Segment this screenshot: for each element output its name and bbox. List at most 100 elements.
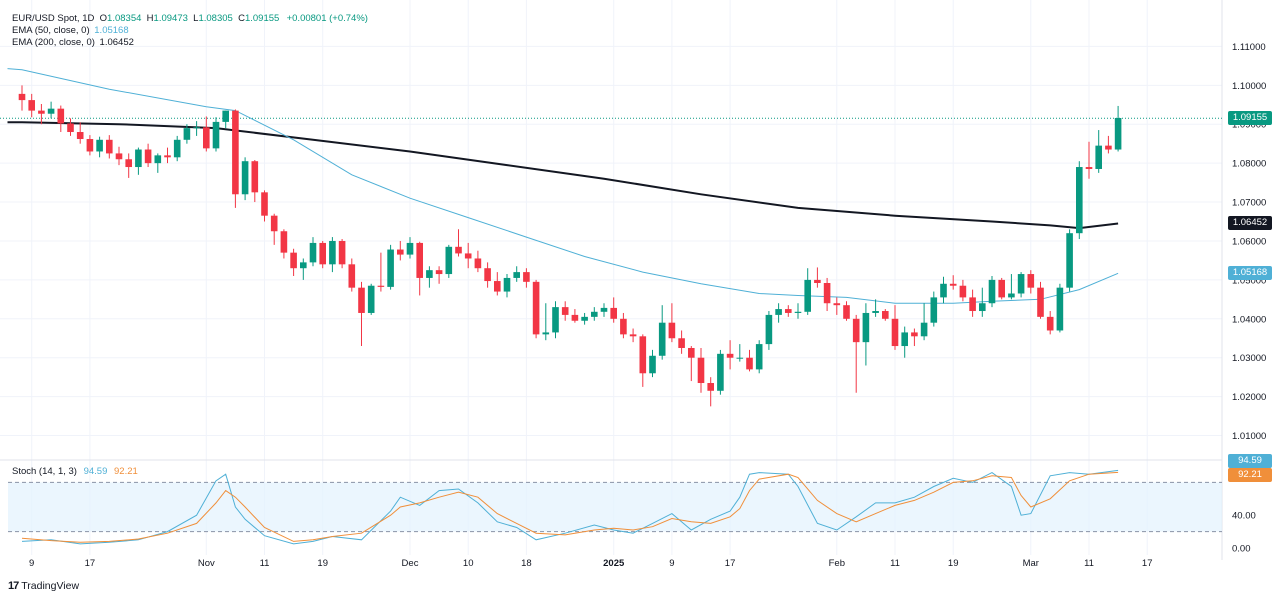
- candle-body: [193, 127, 200, 129]
- candle-up: [658, 305, 666, 360]
- candle-body: [668, 322, 676, 339]
- price-tick-label: 1.06000: [1232, 236, 1266, 247]
- candle-down: [882, 309, 889, 321]
- candle-up: [406, 237, 414, 259]
- candle-down: [969, 289, 976, 317]
- candle-body: [455, 246, 462, 254]
- candle-down: [998, 277, 1005, 300]
- candle-body: [823, 283, 831, 304]
- candle-up: [581, 312, 588, 325]
- candle-body: [144, 149, 152, 164]
- time-tick-label: 19: [317, 558, 328, 569]
- candle-body: [397, 249, 404, 255]
- candle-up: [47, 101, 55, 119]
- symbol-title: EUR/USD Spot, 1D: [12, 13, 95, 24]
- candle-down: [726, 340, 734, 370]
- time-axis[interactable]: 9 17 Nov 11 19 Dec 10 18 2025 9 17 Feb 11 19 Mar 11 17: [29, 558, 1152, 569]
- candle-down: [523, 268, 530, 288]
- ema-50-price-tag: 1.05168: [1228, 266, 1272, 281]
- candle-up: [1017, 272, 1025, 298]
- time-tick-label: 17: [85, 558, 96, 569]
- candle-body: [930, 297, 938, 323]
- candle-body: [270, 215, 278, 232]
- candle-body: [833, 303, 841, 306]
- candle-up: [154, 153, 162, 173]
- stoch-lines: [21, 469, 1119, 545]
- candle-up: [717, 349, 724, 395]
- candle-down: [18, 85, 26, 111]
- grid-lines: [0, 0, 1223, 560]
- candle-body: [154, 155, 162, 164]
- candle-up: [979, 287, 986, 317]
- candle-body: [571, 314, 579, 321]
- candle-up: [183, 124, 191, 144]
- candle-body: [329, 240, 336, 265]
- candle-body: [503, 277, 511, 292]
- candle-body: [852, 318, 860, 343]
- candle-down: [164, 147, 171, 164]
- tradingview-brand[interactable]: 17 TradingView: [8, 580, 79, 592]
- low-label: L: [193, 13, 199, 24]
- candle-body: [115, 153, 123, 160]
- candle-down: [494, 272, 501, 296]
- candle-body: [164, 155, 171, 158]
- stoch-d-value: 92.21: [114, 466, 138, 477]
- candle-body: [387, 249, 394, 287]
- candle-down: [561, 301, 569, 321]
- stoch-band: [8, 481, 1222, 533]
- candle-up: [96, 136, 103, 158]
- stoch-k-value: 94.59: [83, 466, 108, 477]
- candle-body: [377, 285, 385, 287]
- candle-body: [261, 192, 268, 216]
- last-price-tag: 1.09155: [1228, 111, 1272, 126]
- candle-up: [542, 303, 550, 341]
- candle-up: [930, 291, 938, 327]
- ema-200-value: 1.06452: [99, 37, 134, 48]
- candle-body: [1046, 316, 1054, 331]
- candle-body: [1095, 145, 1102, 169]
- candle-down: [484, 262, 491, 288]
- candle-body: [96, 139, 103, 152]
- candle-body: [697, 357, 705, 384]
- candle-down: [1085, 141, 1093, 179]
- candle-down: [1037, 281, 1044, 319]
- candle-body: [67, 123, 74, 133]
- candle-up: [212, 117, 220, 152]
- ema-200-path: [7, 121, 1119, 230]
- low-value: 1.08305: [198, 13, 233, 24]
- candle-down: [251, 160, 259, 203]
- high-label: H: [146, 13, 154, 24]
- candle-body: [1085, 167, 1093, 169]
- candle-down: [852, 314, 860, 393]
- candle-body: [649, 355, 656, 374]
- time-tick-label: 11: [890, 558, 900, 569]
- price-axis[interactable]: 1.01000 1.02000 1.03000 1.04000 1.05000 1.060…: [1232, 42, 1266, 555]
- candle-body: [1017, 274, 1025, 294]
- candle-down: [610, 297, 617, 323]
- candle-up: [1095, 130, 1102, 173]
- time-tick-label: 17: [725, 558, 736, 569]
- candle-body: [688, 347, 695, 358]
- stoch-tick-label: 40.00: [1232, 511, 1256, 522]
- stoch-band-fill: [8, 482, 1222, 532]
- time-tick-label: Dec: [402, 558, 419, 569]
- candle-up: [591, 307, 598, 321]
- candle-up: [387, 244, 394, 290]
- candle-body: [1066, 233, 1073, 288]
- candle-up: [736, 344, 744, 362]
- candle-body: [426, 270, 433, 278]
- candles: [18, 85, 1122, 407]
- candle-body: [290, 252, 297, 269]
- candle-body: [610, 307, 617, 319]
- time-tick-label: 9: [29, 558, 34, 569]
- candle-down: [261, 190, 268, 222]
- candle-body: [639, 336, 647, 374]
- candle-up: [988, 275, 996, 308]
- candle-up: [552, 301, 559, 339]
- candle-down: [290, 248, 297, 276]
- candle-up: [755, 340, 763, 374]
- ema-200-legend: EMA (200, close, 0) 1.06452: [12, 37, 134, 49]
- candle-body: [125, 159, 132, 168]
- candle-down: [911, 328, 918, 347]
